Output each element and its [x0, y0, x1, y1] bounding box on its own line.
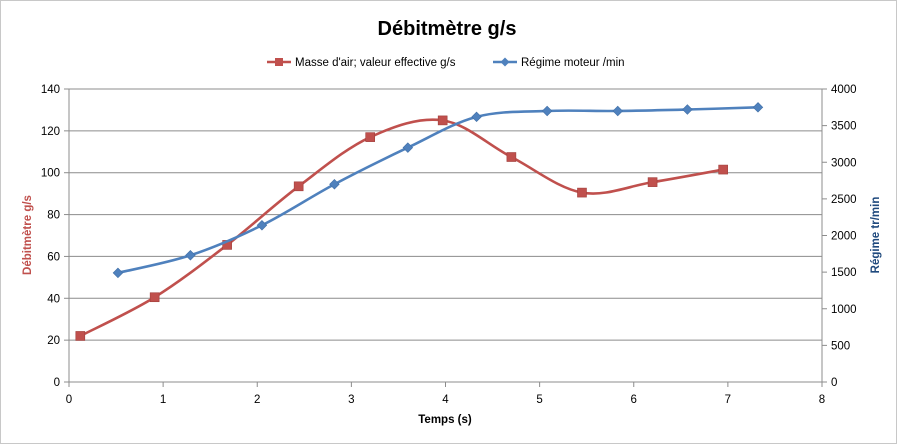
data-point-regime [329, 179, 340, 190]
data-point-masse [718, 164, 728, 175]
legend-entry-regime: Régime moteur /min [493, 57, 625, 69]
data-point-regime [752, 102, 764, 113]
y-left-tick-label: 100 [41, 168, 60, 180]
y-right-tick-label: 1000 [831, 304, 857, 316]
data-point-masse [293, 181, 304, 192]
y-right-tick-label: 500 [831, 340, 850, 352]
data-point-regime [541, 105, 553, 117]
y-left-tick-label: 60 [47, 251, 60, 263]
legend-marker-masse [275, 58, 283, 66]
y-right-tick-label: 1500 [831, 267, 857, 279]
y-right-tick-label: 2000 [831, 231, 857, 243]
legend: Masse d'air; valeur effective g/s Régime… [267, 57, 625, 69]
gridlines [69, 88, 822, 341]
x-tick-label: 1 [160, 394, 166, 406]
data-point-regime [682, 104, 693, 115]
y-axis-left-title: Débitmètre g/s [22, 195, 34, 275]
y-right-tick-label: 3000 [831, 157, 857, 169]
data-point-masse [506, 152, 517, 162]
x-tick-label: 3 [348, 394, 354, 406]
x-tick-label: 5 [536, 394, 542, 406]
y-left-tick-label: 0 [54, 377, 60, 389]
tick-labels: 0 1 2 3 4 5 6 7 80204060801001201400500100015002… [41, 84, 857, 406]
legend-marker-regime [500, 57, 510, 67]
data-point-regime [185, 250, 196, 261]
chart-title: Débitmètre g/s [378, 18, 517, 40]
y-left-tick-label: 80 [47, 210, 60, 222]
y-left-tick-label: 120 [41, 126, 60, 138]
x-axis-title: Temps (s) [418, 414, 472, 426]
y-right-tick-label: 4000 [831, 84, 857, 96]
y-right-tick-label: 3500 [831, 121, 857, 133]
data-point-masse [365, 132, 376, 142]
data-point-regime [112, 267, 124, 279]
y-right-tick-label: 0 [831, 377, 837, 389]
data-point-regime [471, 111, 482, 123]
series-layer [75, 102, 764, 341]
y-axis-right-title: Régime tr/min [870, 197, 882, 274]
legend-label-masse: Masse d'air; valeur effective g/s [295, 57, 456, 69]
series-line-regime [117, 106, 759, 275]
data-point-masse [577, 187, 587, 198]
x-tick-label: 0 [66, 394, 72, 406]
x-tick-label: 8 [819, 394, 825, 406]
axes [64, 88, 827, 387]
data-point-regime [256, 220, 268, 231]
data-point-masse [75, 331, 86, 341]
legend-entry-masse: Masse d'air; valeur effective g/s [267, 57, 456, 69]
x-tick-label: 4 [442, 394, 449, 406]
y-left-tick-label: 20 [47, 335, 60, 347]
data-point-regime [612, 105, 623, 117]
data-point-masse [647, 177, 658, 187]
x-tick-label: 6 [631, 394, 637, 406]
y-right-tick-label: 2500 [831, 194, 857, 206]
series-line-masse [79, 118, 724, 338]
y-left-tick-label: 140 [41, 84, 60, 96]
data-point-regime [402, 142, 414, 153]
data-point-masse [149, 292, 160, 303]
y-left-tick-label: 40 [47, 293, 60, 305]
legend-label-regime: Régime moteur /min [521, 57, 625, 69]
x-tick-label: 2 [254, 394, 260, 406]
x-tick-label: 7 [725, 394, 731, 406]
data-point-masse [437, 115, 448, 126]
